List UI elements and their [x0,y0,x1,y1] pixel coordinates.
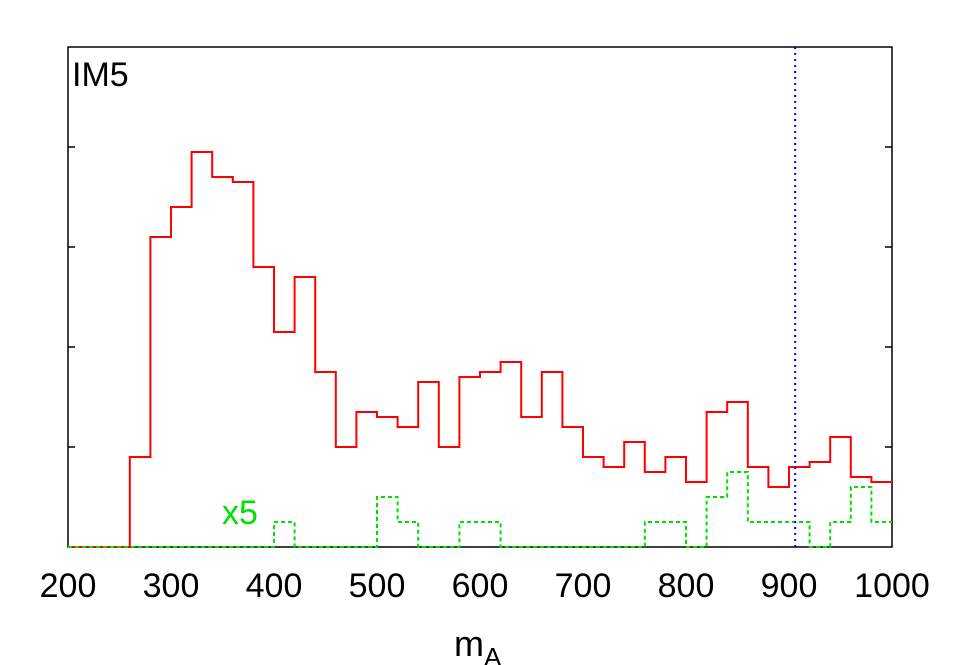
x-tick-label: 300 [143,567,200,605]
x-tick-label: 1000 [854,567,930,605]
x-tick-label: 200 [40,567,97,605]
x-tick-label: 900 [761,567,818,605]
x-tick-label: 600 [452,567,509,605]
x-axis-title-subscript: A [484,642,502,665]
histogram-series-0 [68,151,892,548]
x-tick-label: 500 [349,567,406,605]
x-tick-label: 700 [555,567,612,605]
series-layer [68,151,892,548]
scale-annotation: x5 [222,494,258,532]
x-tick-label: 800 [658,567,715,605]
panel-label: IM5 [72,56,129,94]
x-axis-title: mA [454,623,502,665]
axis-ticks [68,146,892,448]
x-tick-label: 400 [246,567,303,605]
plot-frame [67,46,893,548]
x-axis-title-main: m [454,623,484,664]
x-tick-labels: 200 300 400 500 600 700 800 900 1000 [40,567,930,605]
histogram-series-1 [68,471,892,548]
